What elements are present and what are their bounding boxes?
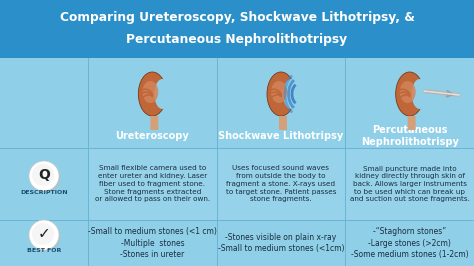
Ellipse shape xyxy=(138,72,166,116)
Text: Q: Q xyxy=(38,168,50,182)
Text: Small flexible camera used to
enter ureter and kidney. Laser
fiber used to fragm: Small flexible camera used to enter uret… xyxy=(95,165,210,202)
Text: -Stones visible on plain x-ray
-Small to medium stones (<1cm): -Stones visible on plain x-ray -Small to… xyxy=(218,233,344,253)
Ellipse shape xyxy=(142,81,158,103)
Text: Comparing Ureteroscopy, Shockwave Lithotripsy, &: Comparing Ureteroscopy, Shockwave Lithot… xyxy=(60,11,414,24)
Text: Uses focused sound waves
from outside the body to
fragment a stone. X-rays used
: Uses focused sound waves from outside th… xyxy=(226,165,336,202)
Circle shape xyxy=(30,221,60,251)
Ellipse shape xyxy=(267,72,295,116)
Ellipse shape xyxy=(271,81,287,103)
Text: ✓: ✓ xyxy=(37,227,50,242)
Text: Percutaneous Nephrolithotripsy: Percutaneous Nephrolithotripsy xyxy=(127,33,347,46)
Ellipse shape xyxy=(155,79,170,109)
Ellipse shape xyxy=(411,79,428,109)
FancyBboxPatch shape xyxy=(150,116,158,130)
Circle shape xyxy=(29,161,59,191)
Circle shape xyxy=(30,162,60,192)
Text: BEST FOR: BEST FOR xyxy=(27,248,61,253)
Ellipse shape xyxy=(283,79,299,109)
FancyBboxPatch shape xyxy=(279,116,287,130)
FancyBboxPatch shape xyxy=(408,116,416,130)
Text: Shockwave Lithotripsy: Shockwave Lithotripsy xyxy=(219,131,344,141)
Circle shape xyxy=(32,223,54,245)
Circle shape xyxy=(29,220,59,250)
Text: Small puncture made into
kidney directly through skin of
back. Allows larger ins: Small puncture made into kidney directly… xyxy=(350,165,470,202)
Text: Percutaneous
Nephrolithotrispy: Percutaneous Nephrolithotrispy xyxy=(361,125,459,147)
Ellipse shape xyxy=(400,81,416,103)
Text: DESCRIPTION: DESCRIPTION xyxy=(20,189,68,194)
Bar xyxy=(0,58,474,266)
Circle shape xyxy=(32,164,54,186)
Text: -Small to medium stones (<1 cm)
-Multiple  stones
-Stones in ureter: -Small to medium stones (<1 cm) -Multipl… xyxy=(88,227,217,259)
Ellipse shape xyxy=(396,72,424,116)
Bar xyxy=(88,148,474,220)
Bar xyxy=(88,220,474,266)
Text: Ureteroscopy: Ureteroscopy xyxy=(116,131,189,141)
Text: -“Staghorn stones”
-Large stones (>2cm)
-Some medium stones (1-2cm): -“Staghorn stones” -Large stones (>2cm) … xyxy=(351,227,468,259)
Bar xyxy=(0,0,474,58)
